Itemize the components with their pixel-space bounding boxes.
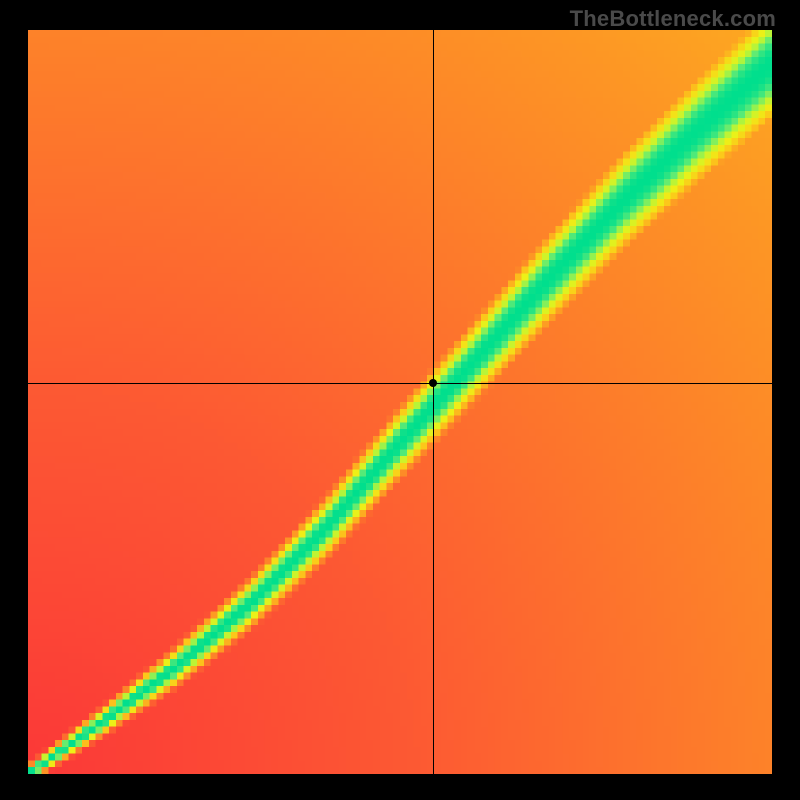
chart-container: TheBottleneck.com <box>0 0 800 800</box>
crosshair-vertical <box>433 30 434 774</box>
crosshair-marker-dot <box>429 379 437 387</box>
crosshair-horizontal <box>28 383 772 384</box>
bottleneck-heatmap <box>28 30 772 774</box>
watermark-text: TheBottleneck.com <box>570 6 776 32</box>
